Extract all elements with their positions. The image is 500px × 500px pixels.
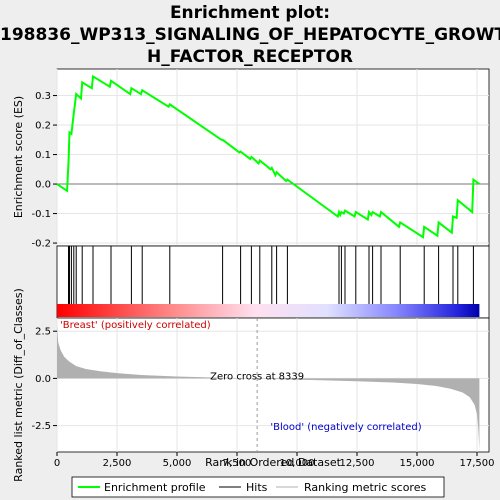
- rank-color-bar: [57, 304, 480, 317]
- x-axis-label: Rank in Ordered Dataset: [205, 456, 342, 469]
- es-y-tick-label: -0.2: [31, 239, 51, 250]
- metric-y-tick-label: -2.5: [31, 421, 51, 432]
- x-tick-label: 5,000: [163, 458, 192, 469]
- es-y-axis-label: Enrichment score (ES): [12, 96, 25, 218]
- title-line-1: Enrichment plot:: [169, 3, 331, 23]
- zero-cross-label: Zero cross at 8339: [210, 371, 304, 382]
- chart-title: Enrichment plot: 198836_WP313_SIGNALING_…: [0, 2, 500, 68]
- x-tick-label: 0: [54, 458, 60, 469]
- es-y-tick-label: 0.3: [35, 91, 51, 102]
- x-axis-ticks: 0 2,500 5,000 7,500 10,000 12,500 15,000 17,500: [54, 452, 495, 469]
- enrichment-profile-line: [56, 74, 480, 239]
- x-tick-label: 2,500: [103, 458, 132, 469]
- es-y-tick-label: 0.0: [35, 180, 51, 191]
- x-tick-label: 12,500: [340, 458, 375, 469]
- metric-y-tick-label: 2.5: [35, 327, 51, 338]
- es-y-tick-label: -0.1: [31, 209, 51, 220]
- x-tick-label: 10,000: [280, 458, 315, 469]
- es-y-tick-label: 0.1: [35, 150, 51, 161]
- x-tick-label: 17,500: [460, 458, 495, 469]
- positive-class-label: 'Breast' (positively correlated): [60, 320, 211, 331]
- negative-class-label: 'Blood' (negatively correlated): [270, 422, 421, 433]
- es-gridlines: [56, 69, 489, 246]
- title-line-2: 198836_WP313_SIGNALING_OF_HEPATOCYTE_GRO…: [0, 25, 500, 45]
- metric-y-tick-label: 0.0: [35, 374, 51, 385]
- legend-box: [71, 476, 445, 498]
- legend-enrichment-label: Enrichment profile: [104, 481, 206, 494]
- x-tick-label: 7,500: [223, 458, 252, 469]
- title-line-3: H_FACTOR_RECEPTOR: [146, 47, 354, 67]
- es-y-ticks: -0.2 -0.1 0.0 0.1 0.2 0.3: [31, 91, 57, 250]
- hits-marks: [68, 246, 474, 304]
- legend-metric-label: Ranking metric scores: [304, 481, 426, 494]
- legend-hits-label: Hits: [246, 481, 268, 494]
- x-tick-label: 15,000: [400, 458, 435, 469]
- metric-y-ticks: -2.5 0.0 2.5: [31, 327, 57, 432]
- metric-y-axis-label: Ranked list metric (Diff_of_Classes): [12, 288, 25, 482]
- es-y-tick-label: 0.2: [35, 121, 51, 132]
